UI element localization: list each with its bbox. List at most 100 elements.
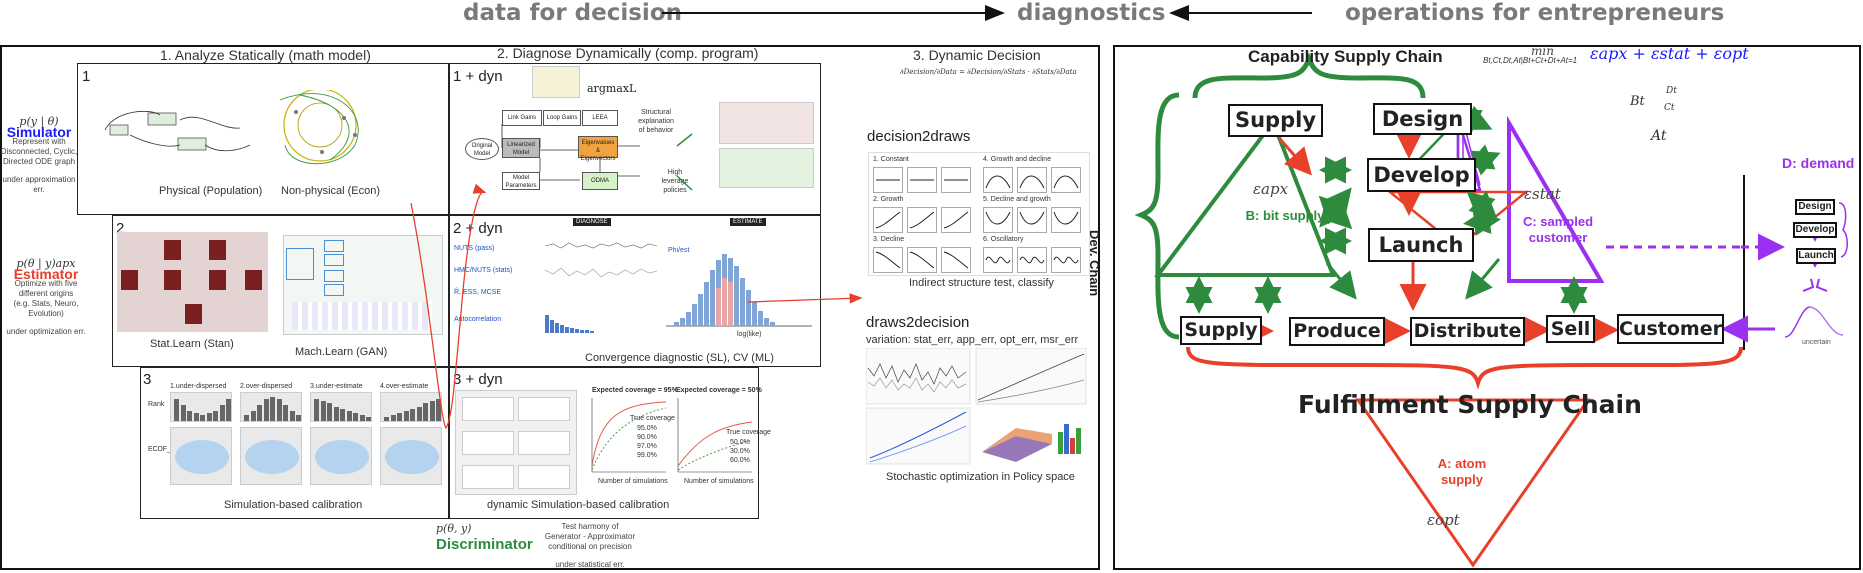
row2-cap-conv: Convergence diagnostic (SL), CV (ML): [585, 352, 774, 364]
row3-number: 3: [143, 371, 152, 388]
discriminator-foot: under statistical err.: [555, 560, 625, 569]
design-box: Design: [1373, 103, 1472, 135]
shape-thumbnail: [941, 247, 971, 273]
sbc-rank-bar: [257, 405, 262, 421]
sbc-rank-bar: [276, 399, 282, 421]
diagnose-traces: [545, 242, 658, 333]
shape-curve: [1053, 256, 1079, 264]
sbc-rank-bar: [340, 409, 345, 421]
shape-curve: [1019, 175, 1045, 189]
sbc-panel-title: 4.over-estimate: [380, 383, 429, 390]
dev-chain-brace: [1134, 92, 1180, 340]
sbc-panel-title: 1.under-dispersed: [170, 383, 227, 390]
estimate-tag: ESTIMATE: [730, 218, 766, 226]
discriminator-desc-3: conditional on precision: [548, 542, 632, 551]
coverage-50-value: 30.0%: [730, 448, 750, 455]
left-panel: [0, 45, 1100, 570]
capability-brace: [1192, 52, 1426, 99]
eps-opt-label: εopt: [1427, 511, 1460, 529]
sbc-rank-bar: [193, 413, 199, 421]
hmc-label: HMC/NUTS (stats): [454, 267, 513, 274]
nsim-label-1: Number of simulations: [598, 478, 668, 485]
sbc-rank-bar: [174, 399, 179, 421]
sbc-ecdf-band: [385, 440, 439, 474]
decision2draws-title: decision2draws: [867, 128, 971, 145]
sbc-rank-histogram: [380, 392, 442, 422]
launch-box: Launch: [1368, 228, 1474, 262]
coverage-50-title: Expected coverage = 50%: [676, 387, 762, 394]
shape-curve: [875, 211, 901, 229]
sbc-rank-bar: [180, 405, 186, 421]
small-b-label: Bt: [1630, 94, 1645, 109]
sbc-ecdf-band: [175, 440, 229, 474]
row1-number: 1: [82, 68, 91, 85]
row2-dyn-number: 2 + dyn: [453, 220, 503, 237]
shape-label: 6. Oscillatory: [983, 236, 1024, 243]
variation-label: variation: stat_err, app_err, opt_err, m…: [866, 334, 1079, 346]
sbc-rank-bar: [423, 403, 428, 421]
shape-curve: [909, 211, 935, 229]
rhat-label: R̂, ESS, MCSE: [454, 289, 502, 296]
sbc-rank-bar: [333, 407, 339, 421]
sbc-rank-bar: [283, 405, 288, 421]
stan-diagram: [117, 232, 268, 332]
col3-cap-indirect: Indirect structure test, classify: [909, 277, 1054, 289]
shape-thumbnail: [873, 207, 903, 233]
leea-box: LEEA: [582, 110, 618, 126]
shape-curve: [1019, 256, 1045, 264]
header-arrows: [662, 5, 1312, 21]
sbc-rank-bar: [390, 415, 396, 421]
autocorr-label: Autocorrelation: [454, 316, 502, 323]
ecdf-label: ECDF_diff: [148, 446, 181, 453]
row1-argmax: argmaxL: [587, 82, 637, 95]
sbc-rank-bar: [219, 405, 225, 421]
link-gains-box: Link Gains: [502, 110, 542, 126]
produce-box: Produce: [1289, 317, 1385, 346]
simulator-title: Simulator: [6, 124, 72, 140]
sbc-ecdf-plot: [380, 427, 442, 485]
decision-formula: ∂Decision/∂Data = ∂Decision/∂Stats · ∂St…: [900, 68, 1077, 76]
stochastic-plots: [866, 348, 1087, 465]
structural-explanation: Structural explanation of behavior: [638, 109, 674, 134]
shape-thumbnail: [907, 167, 937, 193]
row2-cap-mach: Mach.Learn (GAN): [295, 346, 388, 358]
nsim-label-2: Number of simulations: [684, 478, 754, 485]
shape-thumbnail: [907, 207, 937, 233]
coverage-50-list: 50.0% 30.0% 60.0%: [730, 438, 750, 465]
shape-thumbnail: [873, 247, 903, 273]
calibration-loop-arrow: [410, 183, 487, 430]
sbc-rank-bar: [429, 401, 435, 421]
model-parameters-box: Model Parameters: [502, 172, 540, 190]
shape-thumbnail: [1017, 167, 1047, 193]
shape-thumbnail: [873, 167, 903, 193]
coverage-95-value: 90.0%: [637, 434, 657, 441]
sbc-rank-bar: [187, 411, 192, 421]
header-data-for-decision: data for decision: [463, 0, 682, 26]
sbc-rank-bar: [346, 411, 352, 421]
estimator-math: p(θ | y)apx: [16, 257, 76, 270]
sbc-rank-bar: [397, 413, 402, 421]
shape-label: 3. Decline: [873, 236, 905, 243]
sbc-rank-bar: [410, 409, 415, 421]
sbc-rank-bar: [403, 411, 409, 421]
col3-cap-stoch: Stochastic optimization in Policy space: [886, 471, 1075, 483]
simulator-label: p(y | θ) Simulator Represent with Discon…: [0, 116, 78, 195]
right-panel: [1113, 45, 1861, 570]
b-triangle: [1153, 117, 1336, 277]
sbc-rank-bar: [384, 417, 389, 421]
sbc-rank-bar: [416, 407, 422, 421]
shape-thumbnail: [1051, 167, 1081, 193]
sbc-rank-bar: [436, 399, 441, 421]
row1-flow-arrows: [501, 124, 693, 191]
estimator-title: Estimator: [13, 266, 79, 282]
header-operations: operations for entrepreneurs: [1345, 0, 1725, 26]
row1-dyn-number: 1 + dyn: [453, 68, 503, 85]
sbc-rank-bar: [314, 399, 319, 421]
rank-label: Rank: [148, 401, 165, 408]
sbc-ecdf-band: [315, 440, 369, 474]
estimate-histogram: [666, 254, 812, 327]
shape-thumbnail: [983, 247, 1013, 273]
sbc-rank-bar: [263, 399, 269, 421]
capability-title: Capability Supply Chain: [1248, 47, 1443, 66]
estimator-desc-2: different origins: [18, 289, 74, 298]
